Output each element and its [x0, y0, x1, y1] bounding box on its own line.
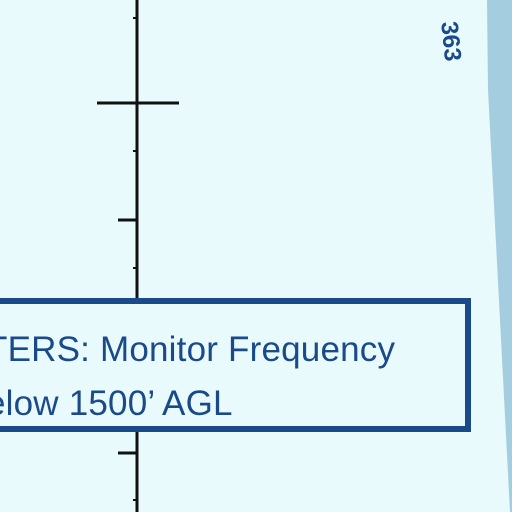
notice-line-2: elow 1500’ AGL	[0, 384, 233, 423]
airway-label: 363	[435, 20, 467, 63]
notice-line-1: TERS: Monitor Frequency	[0, 330, 396, 369]
frequency-notice-box: TERS: Monitor Frequency elow 1500’ AGL	[0, 298, 471, 432]
airway-band	[487, 0, 512, 512]
